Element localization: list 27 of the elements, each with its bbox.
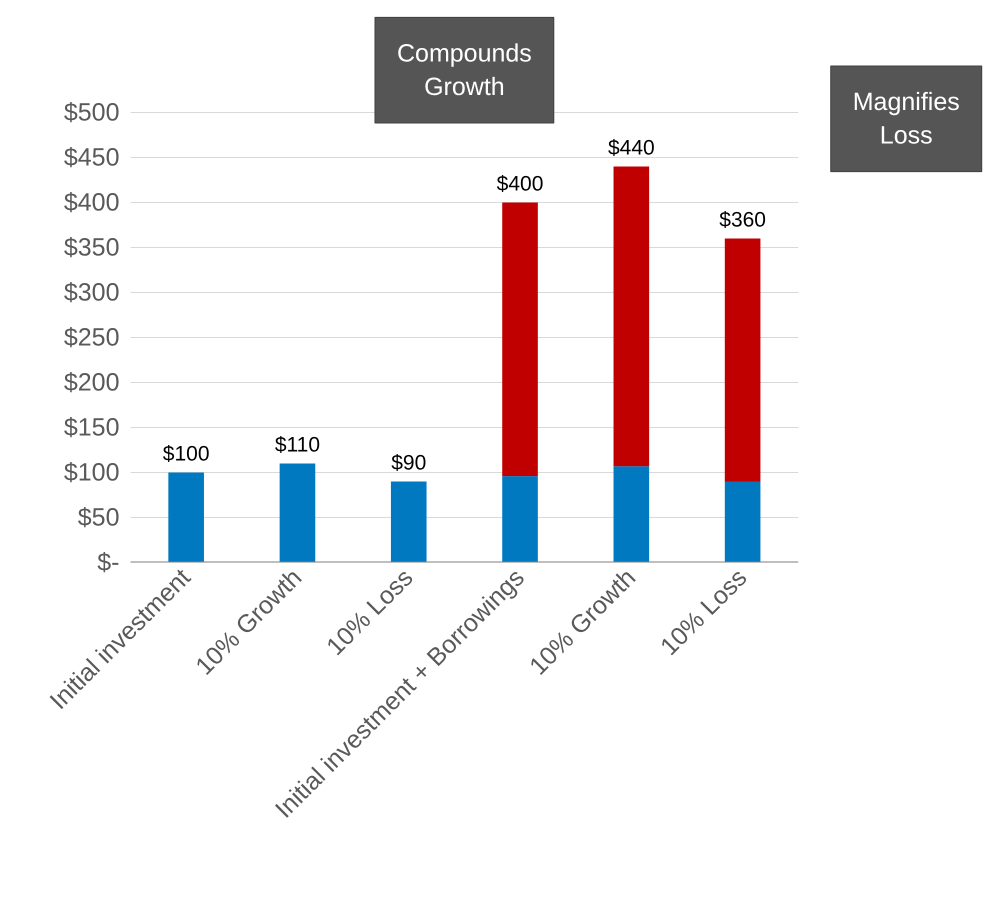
bar: [614, 166, 650, 466]
y-tick-label: $400: [64, 188, 120, 216]
total-label: $110: [274, 433, 320, 456]
y-tick-label: $300: [64, 278, 120, 306]
bar: [168, 472, 204, 562]
total-label: $90: [391, 451, 426, 474]
bar: [502, 202, 538, 476]
y-tick-label: $350: [64, 234, 120, 262]
text: Magnifies Loss: [852, 88, 960, 150]
text: Compounds Growth: [396, 39, 532, 101]
total-label: $400: [496, 172, 544, 196]
y-tick-label: $500: [64, 98, 120, 126]
y-tick-label: $150: [64, 414, 120, 442]
y-tick-label: $450: [64, 144, 120, 172]
bar: [502, 476, 538, 562]
y-tick-label: $250: [64, 324, 120, 352]
bar: [724, 238, 760, 482]
total-label: $100: [162, 442, 210, 466]
y-tick-label: $200: [64, 368, 120, 396]
bar: [724, 482, 760, 562]
total-label: $440: [608, 136, 655, 160]
bar: [280, 464, 316, 562]
y-tick-label: $100: [64, 458, 120, 486]
total-label: $360: [719, 208, 766, 232]
y-tick-label: $50: [78, 504, 120, 532]
bar: [390, 482, 427, 562]
bar: [614, 466, 650, 562]
